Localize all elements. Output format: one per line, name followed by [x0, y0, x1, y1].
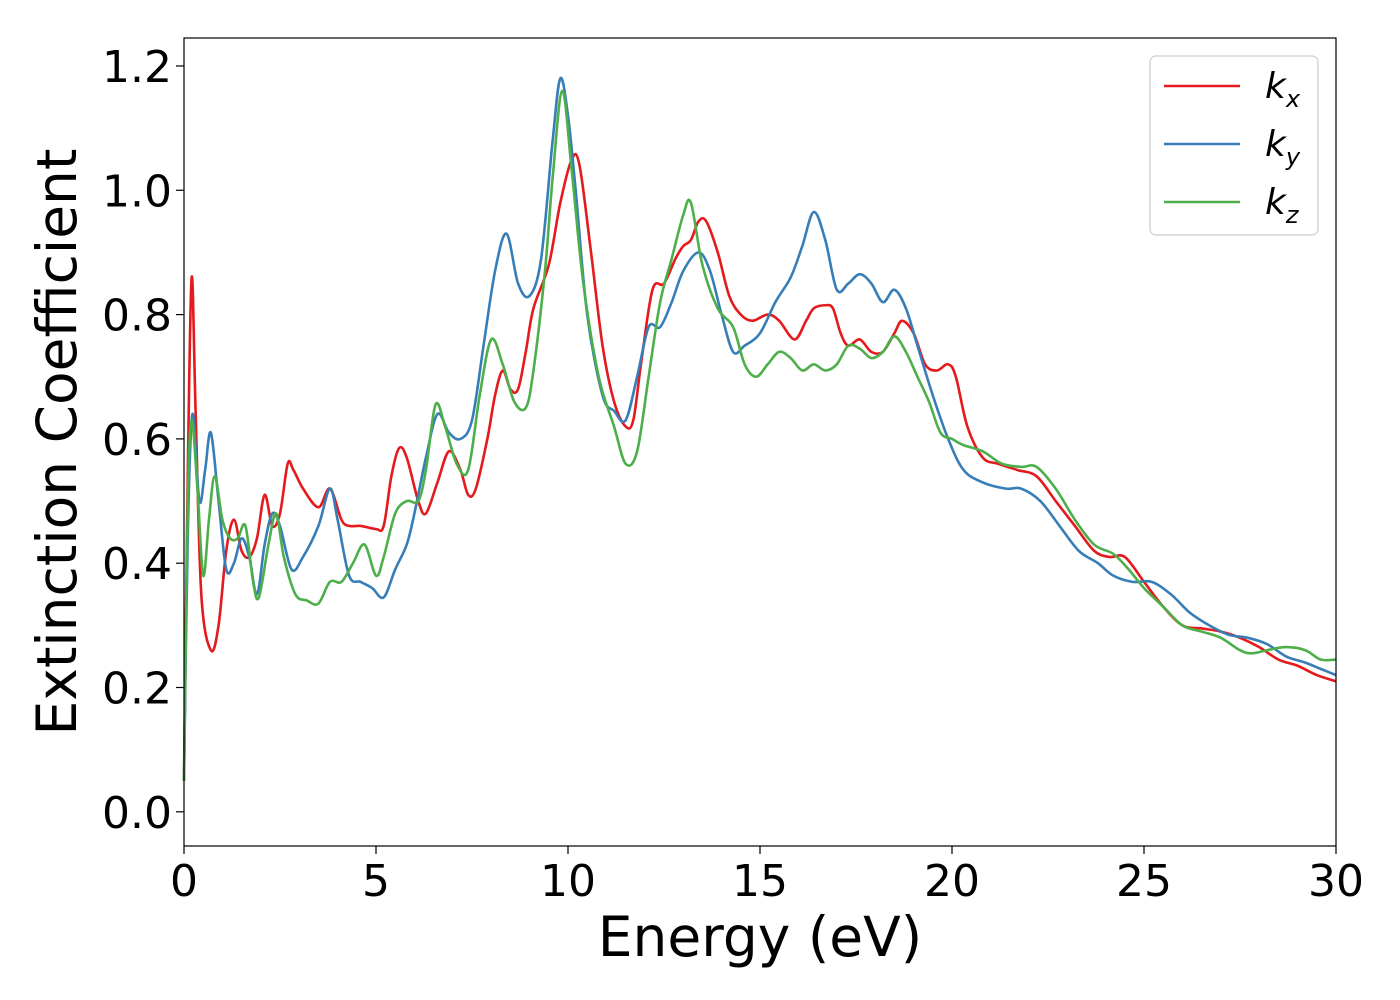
y-tick-label: 0.2 [102, 664, 172, 715]
y-tick-label: 0.8 [102, 291, 172, 342]
legend-box [1149, 55, 1319, 236]
x-tick-label: 20 [924, 856, 980, 907]
y-tick-label: 0.4 [102, 539, 172, 590]
x-axis-label: Energy (eV) [598, 905, 922, 969]
legend-label-x: kx [1265, 66, 1301, 113]
y-tick-label: 1.0 [102, 166, 172, 217]
y-tick-label: 1.2 [102, 42, 172, 93]
y-tick-label: 0.6 [102, 415, 172, 466]
legend: kx ky kz [1149, 55, 1319, 236]
x-tick-label: 15 [732, 856, 788, 907]
legend-label-z: kz [1265, 182, 1300, 229]
x-tick-label: 0 [170, 856, 198, 907]
x-tick-label: 5 [362, 856, 390, 907]
series-line-y [182, 76, 1337, 781]
series-line-x [182, 152, 1337, 781]
legend-label-y: ky [1265, 124, 1301, 171]
x-tick-label: 30 [1308, 856, 1364, 907]
series-layer [182, 76, 1337, 781]
x-tick-label: 25 [1116, 856, 1172, 907]
y-axis-label: Extinction Coefficient [25, 149, 89, 736]
y-tick-label: 0.0 [102, 788, 172, 839]
x-axis: 0 5 10 15 20 25 30 [170, 846, 1364, 907]
y-axis: 0.0 0.2 0.4 0.6 0.8 1.0 1.2 [102, 42, 184, 839]
series-line-z [182, 89, 1337, 781]
x-tick-label: 10 [540, 856, 596, 907]
